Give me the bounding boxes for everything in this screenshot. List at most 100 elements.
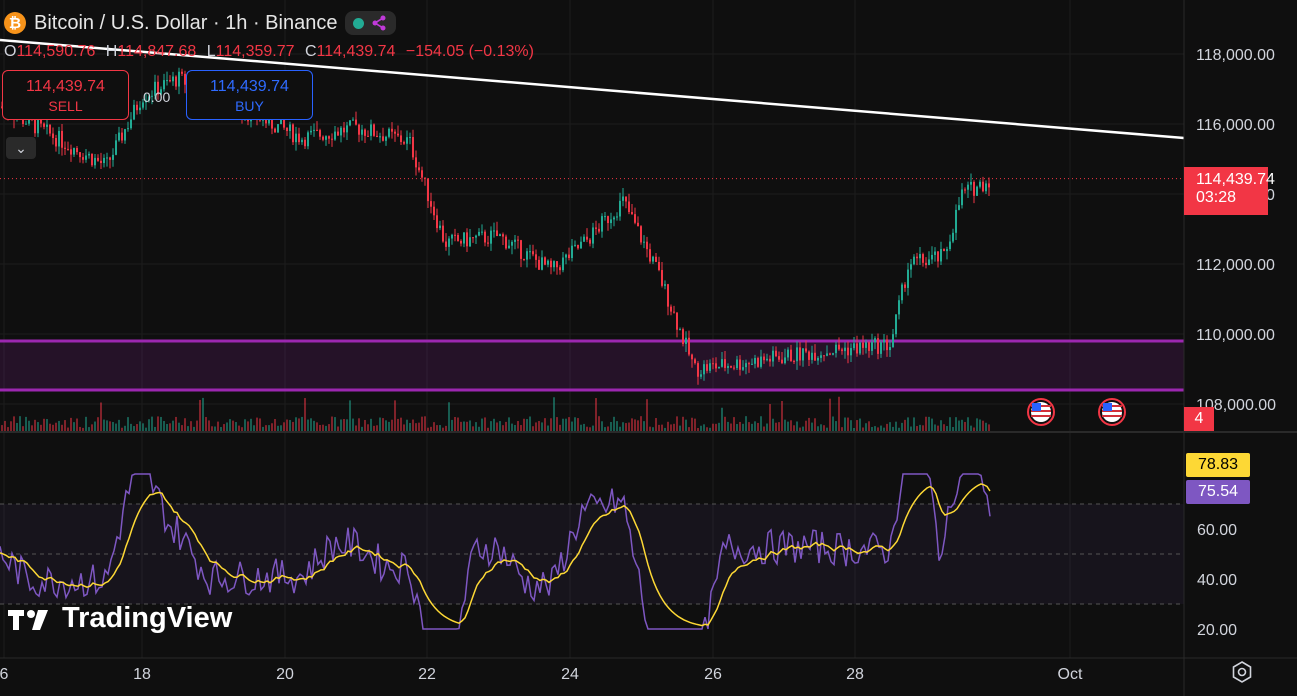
candle-body	[946, 249, 948, 252]
volume-bar	[289, 420, 291, 431]
volume-bar	[424, 416, 426, 431]
candle-body	[685, 337, 687, 344]
time-axis-label: 26	[704, 666, 722, 683]
volume-bar	[562, 418, 564, 431]
candle-body	[43, 123, 45, 127]
candle-body	[859, 342, 861, 354]
candle-body	[907, 269, 909, 288]
candle-body	[496, 230, 498, 237]
candle-body	[472, 237, 474, 239]
candle-body	[928, 259, 930, 266]
volume-bar	[124, 425, 126, 431]
volume-bar	[439, 425, 441, 431]
candle-body	[526, 251, 528, 260]
candle-body	[865, 342, 867, 348]
candle-body	[427, 178, 429, 202]
candle-body	[61, 130, 63, 148]
candle-body	[358, 124, 360, 135]
volume-bar	[211, 426, 213, 431]
volume-bar	[121, 427, 123, 431]
volume-bar	[103, 419, 105, 431]
buy-button[interactable]: 114,439.74 BUY	[186, 70, 313, 120]
volume-bar	[436, 425, 438, 431]
volume-bar	[499, 421, 501, 431]
volume-bar	[805, 420, 807, 431]
candle-body	[871, 342, 873, 351]
volume-bar	[187, 426, 189, 431]
symbol-title[interactable]: Bitcoin / U.S. Dollar · 1h · Binance	[34, 11, 338, 34]
volume-bar	[490, 421, 492, 431]
candle-body	[700, 374, 702, 377]
candle-body	[121, 132, 123, 141]
candle-body	[694, 359, 696, 364]
time-axis-label: 20	[276, 666, 294, 683]
volume-bar	[943, 424, 945, 431]
candle-body	[124, 129, 126, 141]
candle-body	[532, 251, 534, 255]
volume-bar	[88, 427, 90, 431]
volume-bar	[772, 418, 774, 431]
volume-bar	[871, 427, 873, 431]
candle-body	[850, 348, 852, 356]
volume-bar	[175, 416, 177, 431]
trend-line[interactable]	[0, 38, 1185, 140]
gear-icon[interactable]	[1231, 661, 1253, 683]
volume-bar	[64, 420, 66, 431]
volume-bar	[481, 418, 483, 431]
candle-body	[415, 157, 417, 168]
chevron-down-icon[interactable]: ⌄	[6, 137, 36, 159]
volume-bar	[49, 423, 51, 431]
us-flag-icon[interactable]	[1098, 398, 1126, 426]
time-axis[interactable]: 6 18 20 22 24 26 28 Oct	[0, 666, 1083, 683]
candle-body	[55, 138, 57, 147]
volume-bar	[880, 425, 882, 431]
volume-bar	[448, 402, 450, 431]
candle-body	[145, 100, 147, 103]
volume-bar	[763, 426, 765, 431]
candle-body	[619, 200, 621, 217]
volume-bar	[286, 419, 288, 431]
us-flag-icon[interactable]	[1027, 398, 1055, 426]
volume-bar	[115, 423, 117, 431]
candle-body	[559, 267, 561, 271]
candle-body	[118, 132, 120, 141]
volume-bar	[781, 400, 783, 431]
candle-body	[400, 135, 402, 143]
price-axis[interactable]: 118,000.00116,000.00114,000.00112,000.00…	[1196, 47, 1276, 414]
volume-bar	[907, 417, 909, 431]
event-markers	[1027, 398, 1126, 426]
volume-bar	[691, 417, 693, 431]
candle-body	[574, 244, 576, 246]
candle-body	[736, 359, 738, 369]
volume-bar	[295, 417, 297, 431]
rsi-axis[interactable]: 60.00 40.00 20.00	[1197, 522, 1237, 639]
candle-body	[802, 348, 804, 361]
volume-bars	[1, 396, 990, 431]
candle-body	[547, 260, 549, 265]
volume-bar	[301, 416, 303, 431]
share-icon[interactable]	[372, 15, 388, 31]
volume-bar	[568, 417, 570, 431]
candle-body	[688, 337, 690, 355]
volume-bar	[637, 420, 639, 431]
volume-bar	[712, 423, 714, 431]
sell-button[interactable]: 114,439.74 SELL	[2, 70, 129, 120]
volume-bar	[586, 426, 588, 431]
status-pill[interactable]	[345, 11, 397, 35]
symbol-header[interactable]: ₿ Bitcoin / U.S. Dollar · 1h · Binance	[4, 8, 397, 38]
volume-bar	[322, 424, 324, 431]
candle-body	[601, 216, 603, 232]
candle-body	[643, 241, 645, 243]
tradingview-logo[interactable]: TradingView	[8, 602, 232, 635]
candle-body	[484, 231, 486, 243]
candle-body	[670, 306, 672, 312]
candle-body	[613, 217, 615, 220]
volume-bar	[523, 418, 525, 431]
candle-body	[790, 349, 792, 362]
support-zone[interactable]	[0, 341, 1184, 390]
candle-body	[523, 258, 525, 260]
volume-bar	[748, 422, 750, 431]
volume-bar	[85, 416, 87, 431]
candle-body	[379, 136, 381, 138]
